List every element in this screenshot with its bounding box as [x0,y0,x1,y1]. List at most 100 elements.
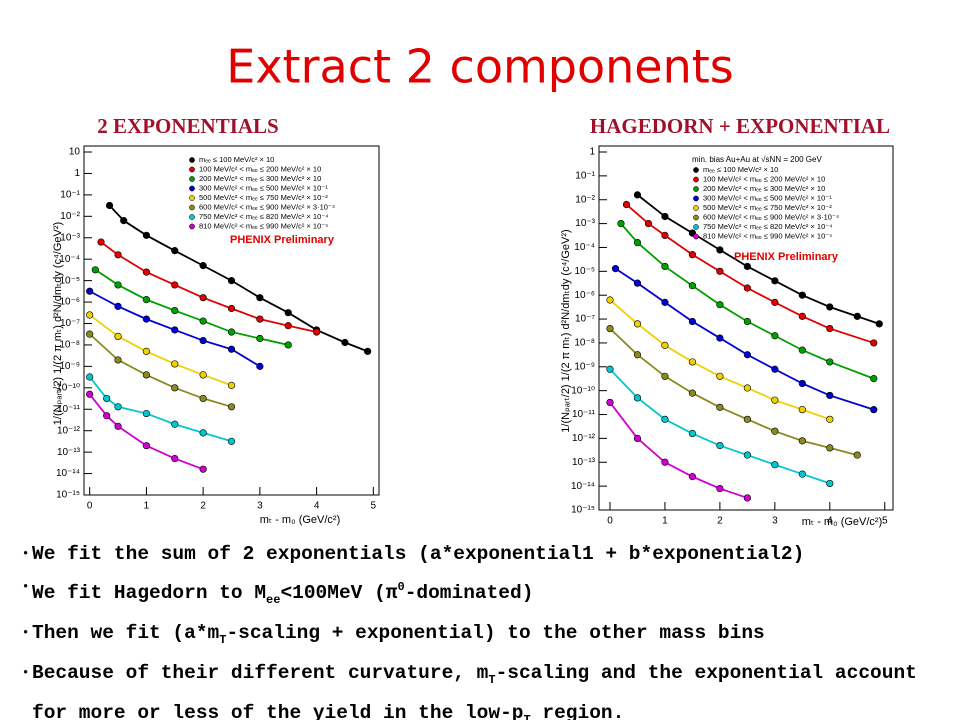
x-axis-label: mₜ - m₀ (GeV/c²) [802,516,883,528]
legend-label: 600 MeV/c² < mₑₑ ≤ 900 MeV/c² × 3·10⁻⁴ [199,202,335,211]
data-point [284,309,292,317]
y-tick-label: 10⁻² [60,211,80,222]
bullet-text: T [488,673,496,687]
data-point [114,356,122,364]
legend-marker [693,186,699,192]
data-point [661,372,669,380]
y-tick-label: 10⁻¹ [60,190,80,201]
data-point [771,461,779,469]
x-tick-label: 4 [314,501,320,512]
data-point [633,191,642,199]
legend-marker [189,214,195,220]
legend-label: 810 MeV/c² < mₑₑ ≤ 990 MeV/c² × 10⁻⁵ [703,231,832,240]
data-point [853,451,861,459]
bullet: We fit the sum of 2 exponentials (a*expo… [22,538,954,571]
legend-marker [693,214,699,221]
bullet-text: Because of their different curvature, m [32,662,489,684]
bullet-text: -dominated) [404,582,534,604]
data-point [86,311,94,319]
x-tick-label: 1 [144,501,150,512]
data-point [798,312,806,320]
data-point [606,296,614,304]
y-tick-label: 10⁻⁸ [574,338,595,349]
bullet-text: -scaling + exponential) to the other mas… [226,622,765,644]
data-point [171,360,179,368]
data-point [870,339,878,347]
y-tick-label: 10⁻⁴ [59,254,80,265]
y-tick-label: 10⁻⁴ [574,242,595,253]
y-tick-label: 10⁻¹³ [572,457,596,468]
legend-label: 300 MeV/c² < mₑₑ ≤ 500 MeV/c² × 10⁻¹ [199,183,328,192]
x-tick-label: 0 [607,516,613,527]
data-point [86,287,94,295]
legend-label: 100 MeV/c² < mₑₑ ≤ 200 MeV/c² × 10 [199,164,321,173]
data-point [688,429,697,438]
data-point [199,336,207,345]
annotation: PHENIX Preliminary [734,251,839,263]
legend-label: mₑₑ ≤ 100 MeV/c² × 10 [199,155,274,164]
data-point [798,291,806,299]
data-point [716,372,724,380]
data-point [743,317,751,326]
data-point [688,389,697,397]
data-point [716,246,724,254]
data-point [743,415,751,423]
data-point [743,384,751,392]
data-point [633,279,642,287]
y-tick-label: 10⁻⁶ [59,297,80,308]
bullet-text: T [219,633,227,647]
data-point [142,231,151,239]
bullet: Because of their different curvature, mT… [22,657,954,720]
data-point [716,403,724,411]
data-point [633,434,642,443]
y-axis-label: 1/(Nₚₐᵣₜ/2) 1/(2 π mₜ) d²N/dmₜdy (c⁴/GeV… [52,222,64,425]
data-point [142,296,151,304]
data-point [743,451,751,459]
x-tick-label: 4 [827,516,833,527]
data-point [661,212,669,221]
legend-label: 200 MeV/c² < mₑₑ ≤ 300 MeV/c² × 10 [199,174,321,183]
fit-line [620,223,875,380]
x-tick-label: 2 [200,501,206,512]
y-tick-label: 10⁻³ [60,232,80,243]
data-point [716,484,724,493]
data-point [826,391,834,400]
data-point [688,358,697,366]
data-point [716,441,724,450]
data-point [606,398,614,407]
y-tick-label: 10⁻¹ [575,171,595,182]
data-point [103,394,111,403]
data-point [875,320,883,328]
data-point [227,304,236,313]
data-point [826,444,834,452]
y-tick-label: 10⁻¹² [57,425,81,436]
fit-line [636,194,880,325]
legend-marker [693,195,699,202]
annotation: PHENIX Preliminary [230,234,335,246]
y-tick-label: 10⁻¹² [572,433,596,444]
x-tick-label: 3 [772,516,778,527]
y-axis-label: 1/(Nₚₐᵣₜ/2) 1/(2 π mₜ) d²N/dmₜdy (c⁴/GeV… [560,229,572,432]
data-point [142,442,151,450]
bullet-text: 0 [397,580,405,594]
fit-line [94,269,289,346]
data-point [142,315,151,323]
data-point [688,317,697,326]
data-point [716,267,724,275]
bullet-text: T [523,713,531,720]
legend-marker [693,176,699,183]
plot-frame [598,145,894,511]
data-point [199,317,207,325]
data-point [622,200,631,209]
x-tick-label: 0 [87,501,93,512]
bullet-list: We fit the sum of 2 exponentials (a*expo… [22,538,954,720]
y-tick-label: 10⁻² [575,194,595,205]
data-point [105,201,114,210]
data-point [798,346,806,354]
data-point [199,262,207,270]
data-point [171,281,179,289]
x-tick-label: 1 [662,516,668,527]
data-point [227,328,236,336]
data-point [826,303,834,311]
